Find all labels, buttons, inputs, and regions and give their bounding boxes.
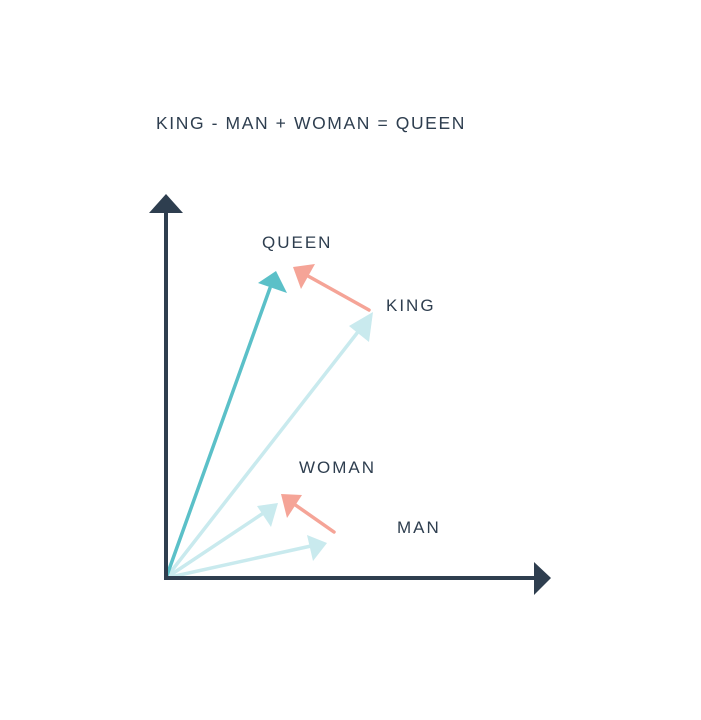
- king-label: KING: [386, 296, 436, 315]
- y-axis: [149, 194, 183, 580]
- king-minus-man-vector: [293, 264, 371, 312]
- queen-vector: [164, 271, 287, 580]
- woman-minus-man-vector: [281, 494, 336, 534]
- woman-vector: [164, 503, 278, 580]
- man-label: MAN: [397, 518, 441, 537]
- equation-title: KING - MAN + WOMAN = QUEEN: [156, 113, 466, 133]
- man-vector: [164, 535, 327, 580]
- queen-label: QUEEN: [262, 233, 332, 252]
- king-vector: [164, 312, 373, 580]
- x-axis: [164, 562, 551, 595]
- woman-label: WOMAN: [299, 458, 376, 477]
